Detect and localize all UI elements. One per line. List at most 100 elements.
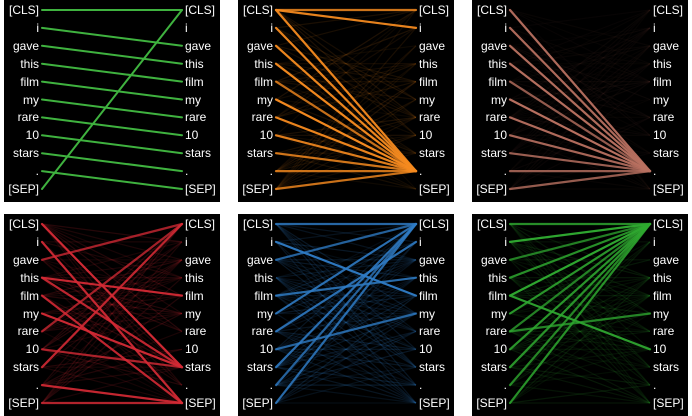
attention-edge-my-to-cls: [508, 222, 652, 315]
attention-edge-my-to-: [274, 98, 418, 173]
attention-edge-film-to-my: [41, 80, 183, 101]
attention-edge-faint: [509, 9, 651, 118]
attention-edge-faint: [275, 366, 417, 386]
token-label-right: stars: [653, 360, 680, 375]
attention-edge-faint: [509, 348, 651, 386]
attention-edge-gave-to-this: [41, 44, 183, 65]
attention-edge-my-to-stars: [40, 312, 184, 369]
attention-edge-faint: [275, 330, 417, 386]
attention-edge-faint: [275, 63, 417, 83]
attention-edge-faint: [41, 366, 183, 386]
token-label-left: .: [269, 378, 273, 393]
token-label-left: this: [488, 270, 507, 285]
attention-edge-gave-to-: [508, 44, 652, 173]
attention-edge-faint: [275, 9, 417, 118]
token-label-left: [SEP]: [242, 182, 273, 196]
token-label-right: rare: [653, 110, 675, 125]
attention-edge-stars-to-: [41, 152, 183, 173]
attention-edge-faint: [509, 366, 651, 386]
attention-edge-faint: [275, 295, 417, 350]
token-label-left: film: [20, 74, 39, 89]
attention-panel-1: [CLS] [CLS] i i gave gave this this film film my my…: [4, 0, 220, 202]
token-label-left: rare: [17, 110, 39, 125]
token-label-left: [SEP]: [8, 396, 39, 410]
attention-edge-10-to-: [508, 134, 652, 173]
attention-edge-film-to-: [508, 80, 652, 173]
attention-edge-faint: [509, 27, 651, 118]
attention-panel-6: [CLS] [CLS] i i gave gave this this film film my my…: [472, 214, 688, 416]
attention-edge-faint: [275, 330, 417, 368]
attention-edge-cls-to-: [508, 8, 652, 173]
attention-edge-faint: [41, 223, 183, 297]
token-label-left: i: [504, 20, 507, 35]
attention-edge-faint: [275, 295, 417, 386]
token-label-right: 10: [185, 342, 199, 357]
token-label-right: film: [185, 288, 204, 303]
attention-edge-faint: [275, 27, 417, 83]
token-label-left: .: [35, 378, 39, 393]
attention-edge-faint: [509, 45, 651, 101]
token-label-right: i: [653, 234, 656, 249]
token-label-right: [SEP]: [185, 396, 216, 410]
token-label-left: my: [491, 92, 507, 107]
attention-edge-sep-to-: [274, 170, 418, 191]
attention-edge-faint: [509, 330, 651, 386]
attention-edge-faint: [275, 241, 417, 404]
token-label-right: [SEP]: [419, 396, 450, 410]
attention-lines: [41, 9, 183, 190]
attention-edge-faint: [41, 223, 183, 404]
token-label-left: this: [254, 56, 273, 71]
token-label-right: my: [419, 306, 435, 321]
attention-panel-4: [CLS] [CLS] i i gave gave this this film film my my…: [4, 214, 220, 416]
attention-edge-faint: [275, 348, 417, 386]
token-label-right: [SEP]: [653, 182, 684, 196]
token-label-left: my: [23, 92, 39, 107]
attention-edge-faint: [275, 330, 417, 350]
attention-edge-faint: [275, 63, 417, 101]
token-label-left: [CLS]: [242, 217, 273, 231]
attention-edge-faint: [275, 9, 417, 47]
attention-edge-faint: [275, 348, 417, 368]
token-label-right: .: [653, 164, 657, 179]
attention-edge-faint: [275, 27, 417, 101]
token-label-left: [SEP]: [242, 396, 273, 410]
attention-edge-faint: [275, 9, 417, 118]
token-label-left: film: [488, 74, 507, 89]
token-label-left: rare: [251, 324, 273, 339]
token-label-right: .: [653, 378, 657, 393]
attention-edge-faint: [275, 9, 417, 136]
attention-edge-stars-to-: [508, 152, 652, 173]
attention-edge-gave-to-cls: [40, 222, 184, 261]
token-label-left: film: [254, 288, 273, 303]
token-label-right: my: [185, 92, 201, 107]
token-label-left: i: [270, 234, 273, 249]
attention-edge-gave-to-: [274, 44, 418, 173]
attention-edge-10-to-: [274, 134, 418, 173]
token-label-right: gave: [185, 252, 212, 267]
token-label-left: my: [257, 92, 273, 107]
token-label-right: [CLS]: [419, 217, 450, 231]
token-label-right: i: [185, 234, 188, 249]
token-label-right: rare: [185, 110, 207, 125]
attention-edge-faint: [275, 295, 417, 404]
attention-edge-faint: [41, 295, 183, 315]
attention-edge-i-to-cls: [508, 222, 652, 243]
attention-edge-film-to-cls: [508, 222, 652, 297]
token-label-left: rare: [251, 110, 273, 125]
attention-edge-faint: [275, 9, 417, 101]
attention-edge-faint: [509, 312, 651, 350]
token-label-right: this: [419, 270, 438, 285]
attention-edge-faint: [275, 45, 417, 65]
token-label-left: gave: [246, 252, 273, 267]
token-label-right: this: [419, 56, 438, 71]
attention-edge-faint: [41, 295, 183, 315]
attention-lines: [40, 222, 184, 405]
token-label-right: .: [185, 164, 189, 179]
token-label-left: i: [36, 234, 39, 249]
token-label-right: gave: [653, 38, 680, 53]
attention-lines: [274, 222, 418, 405]
token-label-left: [SEP]: [476, 182, 507, 196]
token-label-left: my: [23, 306, 39, 321]
token-label-right: [CLS]: [185, 217, 216, 231]
attention-edge-10-to-stars: [40, 348, 184, 369]
